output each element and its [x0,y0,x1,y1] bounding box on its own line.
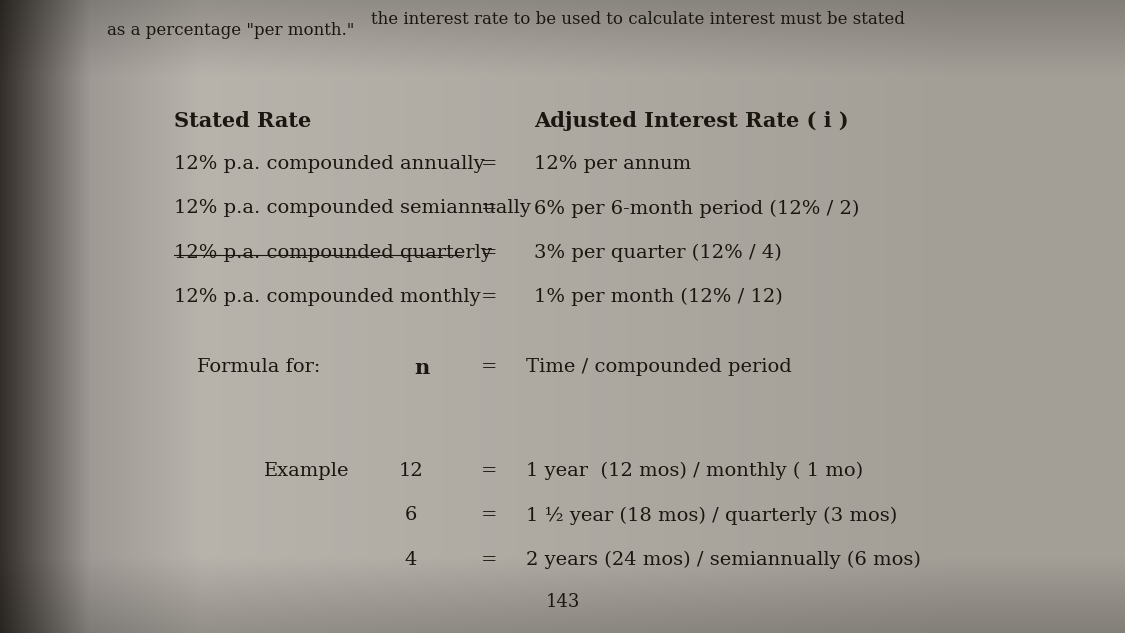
Text: =: = [482,199,497,217]
Text: 12: 12 [398,462,423,480]
Text: as a percentage "per month.": as a percentage "per month." [107,22,354,39]
Text: =: = [482,358,497,375]
Text: =: = [482,462,497,480]
Text: 12% p.a. compounded semiannually: 12% p.a. compounded semiannually [174,199,531,217]
Text: 3% per quarter (12% / 4): 3% per quarter (12% / 4) [534,244,782,262]
Text: =: = [482,551,497,568]
Text: 1 year  (12 mos) / monthly ( 1 mo): 1 year (12 mos) / monthly ( 1 mo) [526,462,864,480]
Text: the interest rate to be used to calculate interest must be stated: the interest rate to be used to calculat… [371,11,906,28]
Text: Example: Example [264,462,350,480]
Text: 143: 143 [546,593,579,611]
Text: 6% per 6-month period (12% / 2): 6% per 6-month period (12% / 2) [534,199,860,218]
Text: n: n [414,358,430,378]
Text: =: = [482,155,497,173]
Text: =: = [482,506,497,524]
Text: 4: 4 [405,551,416,568]
Text: 12% p.a. compounded quarterly: 12% p.a. compounded quarterly [174,244,493,261]
Text: 6: 6 [405,506,416,524]
Text: =: = [482,288,497,306]
Text: 1 ½ year (18 mos) / quarterly (3 mos): 1 ½ year (18 mos) / quarterly (3 mos) [526,506,898,525]
Text: 12% p.a. compounded annually: 12% p.a. compounded annually [174,155,485,173]
Text: 12% p.a. compounded monthly: 12% p.a. compounded monthly [174,288,482,306]
Text: 12% per annum: 12% per annum [534,155,692,173]
Text: Stated Rate: Stated Rate [174,111,312,131]
Text: Formula for:: Formula for: [197,358,321,375]
Text: =: = [482,244,497,261]
Text: Time / compounded period: Time / compounded period [526,358,792,375]
Text: 2 years (24 mos) / semiannually (6 mos): 2 years (24 mos) / semiannually (6 mos) [526,551,921,569]
Text: 1% per month (12% / 12): 1% per month (12% / 12) [534,288,783,306]
Text: Adjusted Interest Rate ( i ): Adjusted Interest Rate ( i ) [534,111,849,131]
